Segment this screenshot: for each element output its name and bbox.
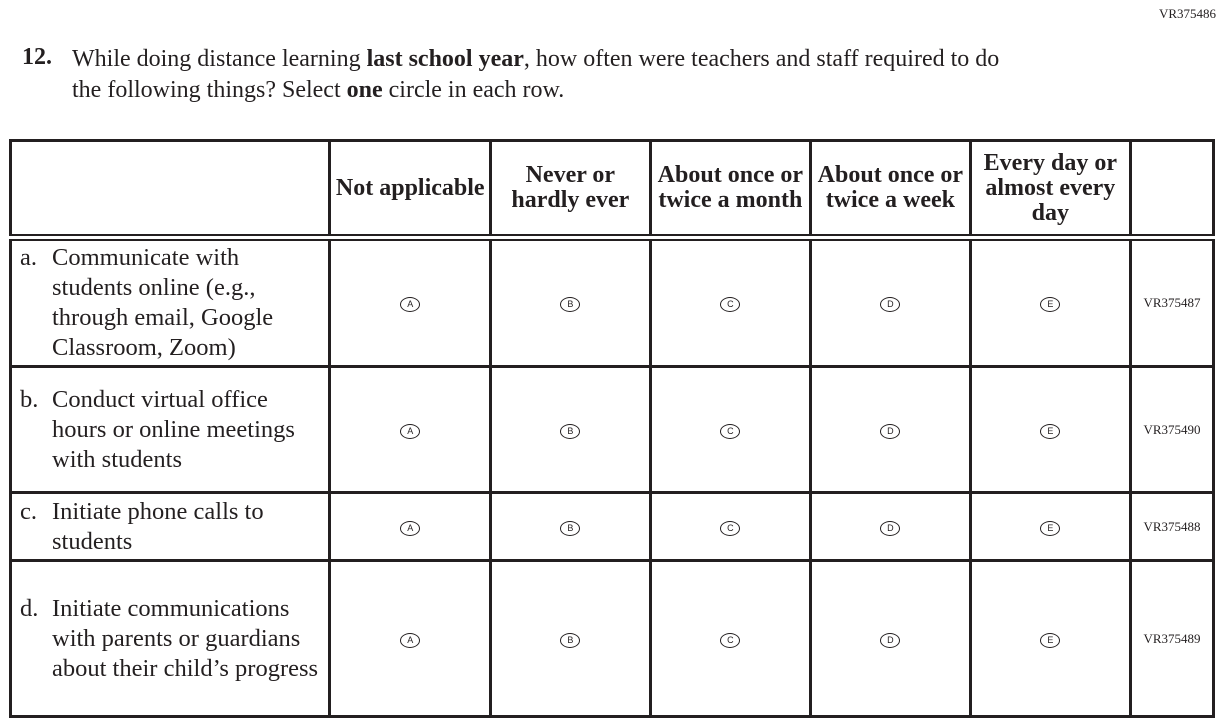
question-text: While doing distance learning last schoo…	[72, 44, 1032, 106]
question-text-part: circle in each row.	[382, 77, 565, 103]
response-bubble-a[interactable]: A	[400, 632, 421, 648]
column-header: Every day or almost every day	[968, 139, 1133, 241]
response-bubble-d[interactable]: D	[880, 632, 901, 648]
row-label: d. Initiate communications with parents o…	[8, 559, 332, 718]
row-letter: d.	[20, 594, 39, 622]
option-cell: D	[809, 559, 972, 718]
header-row: Not applicable Never or hardly ever Abou…	[8, 139, 1215, 241]
column-header: About once or twice a month	[648, 139, 813, 241]
option-cell: D	[809, 236, 972, 368]
option-cell: E	[968, 236, 1133, 368]
response-bubble-e[interactable]: E	[1040, 423, 1061, 439]
option-cell: A	[328, 236, 493, 368]
row-letter: a.	[20, 244, 37, 271]
row-text: Initiate communications with parents or …	[52, 594, 319, 682]
option-cell: C	[648, 365, 813, 494]
row-letter: b.	[20, 385, 39, 413]
row-label: c. Initiate phone calls to students	[8, 491, 332, 562]
blank-header	[1129, 139, 1215, 241]
row-id: VR375490	[1129, 365, 1215, 494]
response-bubble-b[interactable]: B	[560, 520, 581, 536]
option-cell: B	[489, 491, 652, 562]
row-id: VR375487	[1129, 236, 1215, 368]
option-cell: B	[489, 365, 652, 494]
column-header: About once or twice a week	[809, 139, 972, 241]
option-cell: C	[648, 559, 813, 718]
page-id: VR375486	[1158, 6, 1216, 21]
response-bubble-b[interactable]: B	[560, 423, 581, 439]
response-bubble-a[interactable]: A	[400, 423, 421, 439]
row-text: Initiate phone calls to students	[52, 497, 264, 555]
response-grid: Not applicable Never or hardly ever Abou…	[8, 139, 1215, 718]
row-id: VR375489	[1129, 559, 1215, 718]
option-cell: D	[809, 491, 972, 562]
option-cell: D	[809, 365, 972, 494]
row-label: b. Conduct virtual office hours or online…	[8, 365, 332, 494]
option-cell: E	[968, 491, 1133, 562]
row-letter: c.	[20, 497, 37, 525]
table-row: c. Initiate phone calls to students A B C D E V…	[8, 491, 1215, 562]
response-bubble-a[interactable]: A	[400, 297, 421, 312]
response-bubble-e[interactable]: E	[1040, 520, 1061, 536]
response-bubble-c[interactable]: C	[720, 632, 741, 648]
column-header: Not applicable	[328, 139, 493, 241]
response-bubble-b[interactable]: B	[560, 297, 581, 312]
response-bubble-d[interactable]: D	[880, 520, 901, 536]
response-bubble-c[interactable]: C	[720, 520, 741, 536]
option-cell: C	[648, 236, 813, 368]
question-number: 12.	[22, 44, 52, 70]
response-bubble-b[interactable]: B	[560, 632, 581, 648]
response-bubble-d[interactable]: D	[880, 423, 901, 439]
option-cell: B	[489, 236, 652, 368]
question-emphasis: one	[346, 77, 383, 103]
response-bubble-c[interactable]: C	[720, 297, 741, 312]
row-id: VR375488	[1129, 491, 1215, 562]
option-cell: A	[328, 365, 493, 494]
row-text: Conduct virtual office hours or online m…	[52, 385, 295, 473]
column-header: Never or hardly ever	[489, 139, 652, 241]
option-cell: E	[968, 559, 1133, 718]
table-row: b. Conduct virtual office hours or online…	[8, 365, 1215, 494]
blank-header	[8, 139, 332, 241]
table-row: a. Communicate with students online (e.g.…	[8, 236, 1215, 368]
row-label: a. Communicate with students online (e.g.…	[8, 236, 332, 368]
response-bubble-e[interactable]: E	[1040, 632, 1061, 648]
question-emphasis: last school year	[366, 46, 524, 72]
question-text-part: While doing distance learning	[72, 46, 367, 72]
response-bubble-e[interactable]: E	[1040, 297, 1061, 312]
option-cell: B	[489, 559, 652, 718]
option-cell: A	[328, 491, 493, 562]
option-cell: A	[328, 559, 493, 718]
response-bubble-a[interactable]: A	[400, 520, 421, 536]
option-cell: E	[968, 365, 1133, 494]
response-bubble-c[interactable]: C	[720, 423, 741, 439]
table-row: d. Initiate communications with parents o…	[8, 559, 1215, 718]
response-bubble-d[interactable]: D	[880, 297, 901, 312]
row-text: Communicate with students online (e.g., …	[52, 244, 274, 361]
question-text-part: , how often were teachers and staff requ…	[72, 46, 1000, 103]
option-cell: C	[648, 491, 813, 562]
